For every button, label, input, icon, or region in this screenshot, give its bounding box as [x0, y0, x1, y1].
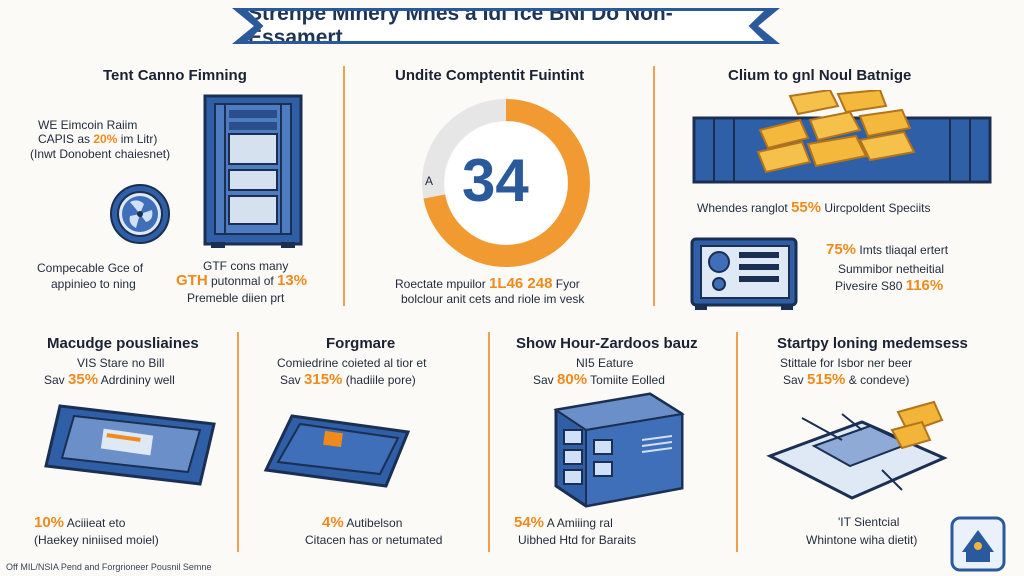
footer-note: Off MIL/NSIA Pend and Forgrioneer Pousni…: [6, 562, 212, 572]
gauge-value: 34: [462, 147, 529, 214]
divider-bottom-1: [237, 332, 239, 552]
bottom2-line1: Comiedrine coieted al tior et: [277, 356, 427, 370]
section1-line2-pre: CAPIS as: [38, 132, 94, 146]
server-box-icon: [553, 392, 685, 508]
bottom1-foot1-post: Aciiieat eto: [64, 516, 126, 530]
bottom3-line1: NI5 Eature: [576, 356, 634, 370]
fan-gear-icon: [110, 184, 170, 244]
bottom1-foot1: 10% Aciiieat eto: [34, 515, 125, 531]
section3-right2: Summibor netheitial: [838, 262, 945, 276]
section1-line1: WE Eimcoin Raiim: [38, 118, 138, 132]
bottom1-line2: Sav 35% Adrdininy well: [44, 372, 175, 388]
section3-line1-post: Uircpoldent Speciits: [821, 201, 931, 215]
bottom3-foot2: Uibhed Htd for Baraits: [518, 533, 637, 547]
tablet-device-icon: [44, 404, 216, 486]
bottom4-line2-pre: Sav: [783, 373, 808, 387]
section1-right-caption2-mid: putonmal of: [207, 274, 278, 288]
section2-caption1: Roectate mpuilor 1L46 248 Fyor: [395, 276, 580, 292]
bottom3-foot-pct: 54%: [514, 514, 545, 531]
section1-right-caption2-pre: GTH: [176, 272, 208, 289]
section2-caption1-post: Fyor: [552, 277, 580, 291]
bottom2-foot1-post: Autibelson: [343, 516, 403, 530]
bottom2-line2-pre: Sav: [280, 373, 305, 387]
divider-top-1: [343, 66, 345, 306]
mining-device-icon: [263, 414, 411, 488]
bottom3-foot1: 54% A Amiiing ral: [514, 515, 613, 531]
server-rack-icon: [203, 94, 303, 248]
bottom2-line2: Sav 315% (hadiile pore): [280, 372, 416, 388]
section2-caption1-num: 1L46 248: [489, 275, 553, 292]
section3-right3-pct: 116%: [905, 277, 944, 294]
bottom2-foot-pct: 4%: [322, 514, 344, 531]
bottom1-line2-pct: 35%: [68, 371, 99, 388]
divider-top-2: [653, 66, 655, 306]
bottom1-line1: VIS Stare no Bill: [77, 356, 165, 370]
page-title: Strenpe Minery Mhes a Idi fce BNI Do Non…: [248, 11, 764, 41]
section3-right1: 75% Imts tliaqal ertert: [826, 242, 948, 258]
bottom4-foot2: Whintone wiha dietit): [806, 533, 918, 547]
bottom2-header: Forgmare: [326, 335, 396, 352]
bottom3-line2-post: Tomiite Eolled: [587, 373, 665, 387]
section1-header: Tent Canno Fimning: [103, 67, 247, 84]
bottom4-line2-pct: 515%: [807, 371, 846, 388]
section3-right1-post: Imts tliaqal ertert: [856, 243, 949, 257]
section1-left-caption2: appinieo to ning: [51, 277, 136, 291]
section1-right-caption3: Premeble diien prt: [187, 291, 285, 305]
bottom2-line2-pct: 315%: [304, 371, 343, 388]
section1-line2-pct: 20%: [93, 132, 118, 146]
section1-right-caption1: GTF cons many: [203, 259, 289, 273]
gauge-side-label: A: [425, 174, 434, 188]
control-box-icon: [690, 237, 798, 310]
section1-line2-post: im Litr): [117, 132, 158, 146]
section2-caption2: bolclour anit cets and riole im vesk: [401, 292, 585, 306]
section3-line1-pct: 55%: [791, 199, 822, 216]
section3-line1: Whendes ranglot 55% Uircpoldent Speciits: [697, 200, 930, 216]
section1-right-caption2: GTH putonmal of 13%: [176, 273, 307, 289]
bottom2-foot2: Citacen has or netumated: [305, 533, 443, 547]
bottom1-foot-pct: 10%: [34, 514, 65, 531]
section3-header: Clium to gnl Noul Batnige: [728, 67, 912, 84]
bottom4-line2: Sav 515% & condeve): [783, 372, 909, 388]
divider-bottom-3: [736, 332, 738, 552]
bottom3-header: Show Hour-Zardoos bauz: [516, 335, 698, 352]
brand-logo-icon: [950, 516, 1006, 572]
bottom4-header: Startpy loning medemsess: [777, 335, 968, 352]
circuit-board-icon: [766, 400, 948, 500]
section1-line3: (Inwt Donobent chaiesnet): [30, 147, 171, 161]
bottom3-line2-pct: 80%: [557, 371, 588, 388]
divider-bottom-2: [488, 332, 490, 552]
bottom1-line2-post: Adrdininy well: [98, 373, 175, 387]
section3-right3-pre: Pivesire S80: [835, 279, 906, 293]
section1-line2: CAPIS as 20% im Litr): [38, 132, 157, 147]
bottom1-foot2: (Haekey niniised moiel): [34, 533, 159, 547]
bottom1-header: Macudge pousliaines: [47, 335, 199, 352]
section2-caption1-pre: Roectate mpuilor: [395, 277, 490, 291]
section2-header: Undite Comptentit Fuintint: [395, 67, 585, 84]
page-title-text: Strenpe Minery Mhes a Idi fce BNI Do Non…: [248, 2, 673, 49]
section1-left-caption1: Compecable Gce of: [37, 261, 144, 275]
section1-right-caption2-pct: 13%: [277, 272, 308, 289]
bottom3-foot1-post: A Amiiing ral: [544, 516, 613, 530]
progress-gauge: [422, 99, 590, 267]
gold-bars-vault-icon: [692, 90, 992, 184]
bottom4-line2-post: & condeve): [845, 373, 910, 387]
bottom4-foot1: 'IT Sientcial: [838, 515, 900, 529]
section3-right1-pct: 75%: [826, 241, 857, 258]
bottom2-foot1: 4% Autibelson: [322, 515, 402, 531]
bottom4-line1: Stittale for Isbor ner beer: [780, 356, 913, 370]
section3-line1-pre: Whendes ranglot: [697, 201, 792, 215]
bottom1-line2-pre: Sav: [44, 373, 69, 387]
bottom2-line2-post: (hadiile pore): [342, 373, 416, 387]
bottom3-line2-pre: Sav: [533, 373, 558, 387]
bottom3-line2: Sav 80% Tomiite Eolled: [533, 372, 665, 388]
section3-right3: Pivesire S80 116%: [835, 278, 943, 294]
